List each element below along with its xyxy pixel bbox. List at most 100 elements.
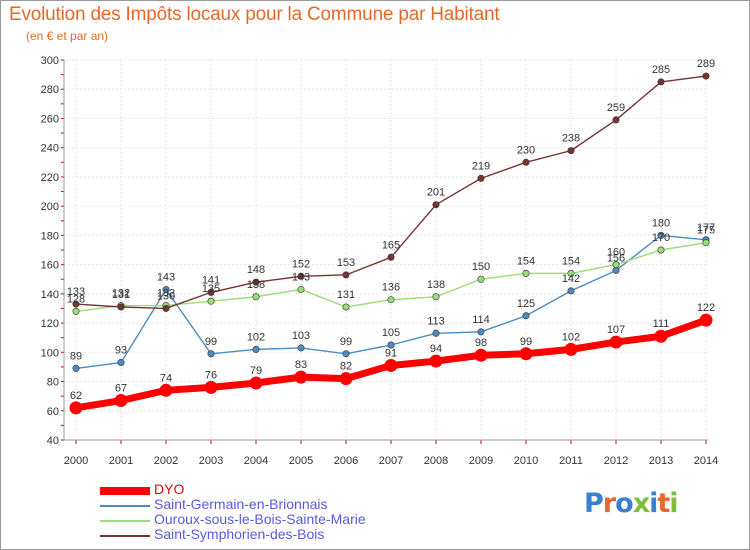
- data-label-ouroux-sous-le-bois-sainte-marie: 154: [517, 255, 535, 267]
- x-tick-label-2010: 2010: [514, 455, 538, 467]
- legend-label: Saint-Germain-en-Brionnais: [154, 496, 328, 512]
- data-point-ouroux-sous-le-bois-sainte-marie: [297, 285, 305, 293]
- data-point-saint-germain-en-brionnais: [162, 285, 170, 293]
- data-label-ouroux-sous-le-bois-sainte-marie: 154: [562, 255, 580, 267]
- data-label-ouroux-sous-le-bois-sainte-marie: 138: [427, 279, 445, 291]
- data-label-saint-germain-en-brionnais: 143: [157, 271, 175, 283]
- data-point-saint-germain-en-brionnais: [432, 329, 440, 337]
- data-label-saint-symphorien-des-bois: 259: [607, 102, 625, 114]
- data-point-saint-germain-en-brionnais: [252, 345, 260, 353]
- y-tick-label-280: 280: [41, 84, 59, 96]
- x-tick-label-2005: 2005: [289, 455, 313, 467]
- y-tick-label-120: 120: [41, 318, 59, 330]
- data-point-saint-germain-en-brionnais: [387, 341, 395, 349]
- x-tick-label-2004: 2004: [244, 455, 268, 467]
- x-tick-label-2008: 2008: [424, 455, 448, 467]
- data-label-dyo: 98: [475, 337, 487, 349]
- data-label-saint-symphorien-des-bois: 152: [292, 258, 310, 270]
- x-tick-label-2011: 2011: [559, 455, 583, 467]
- data-label-ouroux-sous-le-bois-sainte-marie: 160: [607, 247, 625, 259]
- data-label-saint-symphorien-des-bois: 165: [382, 239, 400, 251]
- x-tick-label-2002: 2002: [154, 455, 178, 467]
- data-point-ouroux-sous-le-bois-sainte-marie: [207, 297, 215, 305]
- data-label-ouroux-sous-le-bois-sainte-marie: 175: [697, 225, 715, 237]
- data-label-saint-symphorien-des-bois: 219: [472, 160, 490, 172]
- y-tick-label-260: 260: [41, 113, 59, 125]
- data-point-saint-symphorien-des-bois: [387, 253, 395, 261]
- logo-letter: o: [615, 488, 634, 519]
- data-label-ouroux-sous-le-bois-sainte-marie: 128: [67, 293, 85, 305]
- data-label-dyo: 94: [430, 343, 442, 355]
- data-label-ouroux-sous-le-bois-sainte-marie: 138: [247, 279, 265, 291]
- data-label-saint-germain-en-brionnais: 105: [382, 327, 400, 339]
- x-tick-label-2007: 2007: [379, 455, 403, 467]
- data-point-dyo: [699, 313, 713, 327]
- data-label-ouroux-sous-le-bois-sainte-marie: 136: [382, 282, 400, 294]
- data-point-ouroux-sous-le-bois-sainte-marie: [387, 296, 395, 304]
- x-tick-label-2003: 2003: [199, 455, 223, 467]
- axes: [61, 59, 708, 444]
- data-point-saint-symphorien-des-bois: [207, 288, 215, 296]
- data-point-saint-germain-en-brionnais: [477, 328, 485, 336]
- data-point-dyo: [564, 342, 578, 356]
- data-label-saint-symphorien-des-bois: 141: [202, 274, 220, 286]
- y-axis-tick-labels: 40 60 80 100 120 140 160 180 200 220 240 260 280 300: [41, 55, 59, 447]
- data-point-saint-symphorien-des-bois: [612, 116, 620, 124]
- data-label-saint-germain-en-brionnais: 113: [427, 315, 445, 327]
- data-point-dyo: [519, 347, 533, 361]
- logo-letter: r: [602, 488, 616, 519]
- data-label-ouroux-sous-le-bois-sainte-marie: 135: [202, 283, 220, 295]
- y-tick-label-40: 40: [47, 435, 59, 447]
- data-point-ouroux-sous-le-bois-sainte-marie: [702, 239, 710, 247]
- data-point-ouroux-sous-le-bois-sainte-marie: [432, 293, 440, 301]
- data-label-saint-germain-en-brionnais: 180: [652, 217, 670, 229]
- data-point-saint-symphorien-des-bois: [432, 201, 440, 209]
- data-label-saint-symphorien-des-bois: 153: [337, 257, 355, 269]
- data-point-saint-symphorien-des-bois: [252, 278, 260, 286]
- series-dyo: [69, 313, 713, 415]
- y-tick-label-100: 100: [41, 347, 59, 359]
- data-point-saint-symphorien-des-bois: [162, 304, 170, 312]
- data-label-saint-symphorien-des-bois: 289: [697, 58, 715, 70]
- y-tick-label-140: 140: [41, 289, 59, 301]
- data-label-ouroux-sous-le-bois-sainte-marie: 170: [652, 232, 670, 244]
- x-tick-label-2006: 2006: [334, 455, 358, 467]
- data-label-saint-symphorien-des-bois: 201: [427, 187, 445, 199]
- data-label-dyo: 67: [115, 383, 127, 395]
- data-label-dyo: 76: [205, 369, 217, 381]
- data-label-dyo: 74: [160, 372, 172, 384]
- data-point-saint-germain-en-brionnais: [522, 312, 530, 320]
- data-label-ouroux-sous-le-bois-sainte-marie: 132: [157, 288, 175, 300]
- data-label-saint-symphorien-des-bois: 148: [247, 264, 265, 276]
- data-label-saint-germain-en-brionnais: 177: [697, 222, 715, 234]
- data-label-dyo: 99: [520, 336, 532, 348]
- data-point-ouroux-sous-le-bois-sainte-marie: [342, 303, 350, 311]
- data-point-dyo: [114, 394, 128, 408]
- data-point-dyo: [339, 372, 353, 386]
- legend-label: DYO: [154, 481, 185, 497]
- data-point-ouroux-sous-le-bois-sainte-marie: [72, 307, 80, 315]
- legend-label: Saint-Symphorien-des-Bois: [154, 526, 325, 542]
- data-point-dyo: [384, 358, 398, 372]
- data-label-ouroux-sous-le-bois-sainte-marie: 143: [292, 271, 310, 283]
- data-label-ouroux-sous-le-bois-sainte-marie: 132: [112, 288, 130, 300]
- x-tick-label-2013: 2013: [649, 455, 673, 467]
- data-point-dyo: [654, 329, 668, 343]
- x-tick-label-2000: 2000: [64, 455, 88, 467]
- data-point-saint-symphorien-des-bois: [657, 78, 665, 86]
- data-label-dyo: 91: [385, 347, 397, 359]
- data-point-saint-germain-en-brionnais: [72, 364, 80, 372]
- x-tick-label-2012: 2012: [604, 455, 628, 467]
- data-point-saint-germain-en-brionnais: [207, 350, 215, 358]
- data-point-dyo: [609, 335, 623, 349]
- chart-title: Evolution des Impôts locaux pour la Comm…: [9, 4, 500, 25]
- series-saint-germain-en-brionnais: [72, 231, 710, 372]
- data-point-saint-germain-en-brionnais: [342, 350, 350, 358]
- data-point-ouroux-sous-le-bois-sainte-marie: [252, 293, 260, 301]
- data-label-dyo: 102: [562, 331, 580, 343]
- data-label-saint-symphorien-des-bois: 230: [517, 144, 535, 156]
- x-tick-label-2001: 2001: [109, 455, 133, 467]
- y-tick-label-80: 80: [47, 377, 59, 389]
- data-point-dyo: [474, 348, 488, 362]
